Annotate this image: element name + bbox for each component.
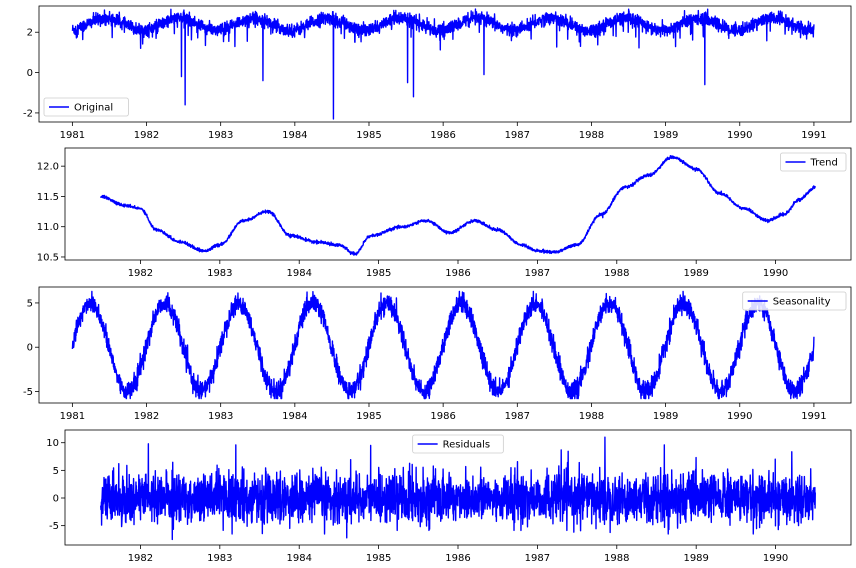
y-tick-label: -2 bbox=[23, 108, 33, 119]
axes-frame bbox=[38, 286, 852, 404]
series-line-original bbox=[71, 8, 815, 120]
x-tick-label: 1989 bbox=[683, 553, 708, 564]
x-tick-label: 1989 bbox=[653, 130, 678, 141]
x-tick-label: 1983 bbox=[208, 130, 233, 141]
x-tick-label: 1983 bbox=[208, 411, 233, 422]
y-tick-label: 12.0 bbox=[37, 162, 59, 173]
x-tick-label: 1990 bbox=[763, 268, 788, 279]
series-line-residuals bbox=[100, 436, 816, 541]
subplot-3: 1981 1982 1983 1984 1985 1986 1987 1988 1989 1990… bbox=[23, 286, 852, 422]
x-tick-label: 1984 bbox=[282, 411, 307, 422]
x-tick-label: 1986 bbox=[430, 411, 455, 422]
y-tick-label: 5 bbox=[53, 466, 59, 477]
x-tick-label: 1983 bbox=[207, 268, 232, 279]
legend-label: Trend bbox=[810, 158, 838, 169]
legend: Seasonality bbox=[742, 291, 847, 311]
y-tick-label: 11.0 bbox=[37, 222, 59, 233]
x-tick-label: 1981 bbox=[60, 411, 85, 422]
x-tick-label: 1987 bbox=[525, 553, 550, 564]
x-tick-label: 1985 bbox=[366, 268, 391, 279]
x-tick-label: 1984 bbox=[286, 268, 311, 279]
legend-label: Original bbox=[74, 103, 113, 114]
legend: Original bbox=[43, 97, 129, 117]
x-tick-label: 1986 bbox=[445, 268, 470, 279]
axes-frame bbox=[38, 5, 852, 123]
x-tick-label: 1987 bbox=[505, 411, 530, 422]
y-tick-label: -5 bbox=[49, 521, 59, 532]
legend-box bbox=[742, 291, 847, 311]
subplot-2: 1982 1983 1984 1985 1986 1987 1988 1989 1990 12.0… bbox=[37, 147, 852, 279]
x-tick-label: 1988 bbox=[604, 553, 629, 564]
axes-frame bbox=[64, 147, 852, 261]
x-tick-label: 1982 bbox=[128, 553, 153, 564]
y-tick-label: -5 bbox=[23, 387, 33, 398]
x-tick-label: 1987 bbox=[505, 130, 530, 141]
x-tick-label: 1984 bbox=[286, 553, 311, 564]
x-tick-label: 1986 bbox=[445, 553, 470, 564]
x-tick-label: 1988 bbox=[604, 268, 629, 279]
legend-label: Seasonality bbox=[773, 297, 831, 308]
y-tick-label: 11.5 bbox=[37, 192, 59, 203]
x-tick-label: 1984 bbox=[282, 130, 307, 141]
x-tick-label: 1989 bbox=[653, 411, 678, 422]
legend-box bbox=[780, 152, 847, 172]
series-line-seasonality bbox=[71, 290, 815, 400]
y-tick-label: 0 bbox=[27, 68, 33, 79]
subplot-4: 1982 1983 1984 1985 1986 1987 1988 1989 1990 10 5 0… bbox=[46, 429, 852, 564]
y-tick-label: 2 bbox=[27, 28, 33, 39]
series-line-trend bbox=[100, 155, 816, 256]
x-tick-label: 1989 bbox=[683, 268, 708, 279]
x-tick-label: 1985 bbox=[356, 411, 381, 422]
y-tick-label: 10 bbox=[46, 438, 59, 449]
x-tick-label: 1988 bbox=[579, 130, 604, 141]
x-tick-label: 1985 bbox=[356, 130, 381, 141]
x-tick-label: 1987 bbox=[525, 268, 550, 279]
legend-box bbox=[43, 97, 129, 117]
legend: Residuals bbox=[412, 434, 504, 454]
legend-box bbox=[412, 434, 504, 454]
x-tick-label: 1982 bbox=[134, 130, 159, 141]
subplot-1: 1981 1982 1983 1984 1985 1986 1987 1988 1989 1990… bbox=[23, 5, 852, 141]
x-tick-label: 1982 bbox=[128, 268, 153, 279]
y-tick-label: 5 bbox=[27, 298, 33, 309]
x-tick-label: 1990 bbox=[727, 130, 752, 141]
x-tick-label: 1991 bbox=[801, 411, 826, 422]
x-tick-label: 1990 bbox=[727, 411, 752, 422]
x-tick-label: 1981 bbox=[60, 130, 85, 141]
y-tick-label: 0 bbox=[53, 494, 59, 505]
x-tick-label: 1982 bbox=[134, 411, 159, 422]
x-tick-label: 1991 bbox=[801, 130, 826, 141]
y-tick-label: 10.5 bbox=[37, 252, 59, 263]
x-tick-label: 1988 bbox=[579, 411, 604, 422]
legend: Trend bbox=[780, 152, 847, 172]
x-tick-label: 1983 bbox=[207, 553, 232, 564]
legend-label: Residuals bbox=[443, 440, 490, 451]
y-tick-label: 0 bbox=[27, 343, 33, 354]
x-tick-label: 1985 bbox=[366, 553, 391, 564]
x-tick-label: 1986 bbox=[430, 130, 455, 141]
x-tick-label: 1990 bbox=[763, 553, 788, 564]
